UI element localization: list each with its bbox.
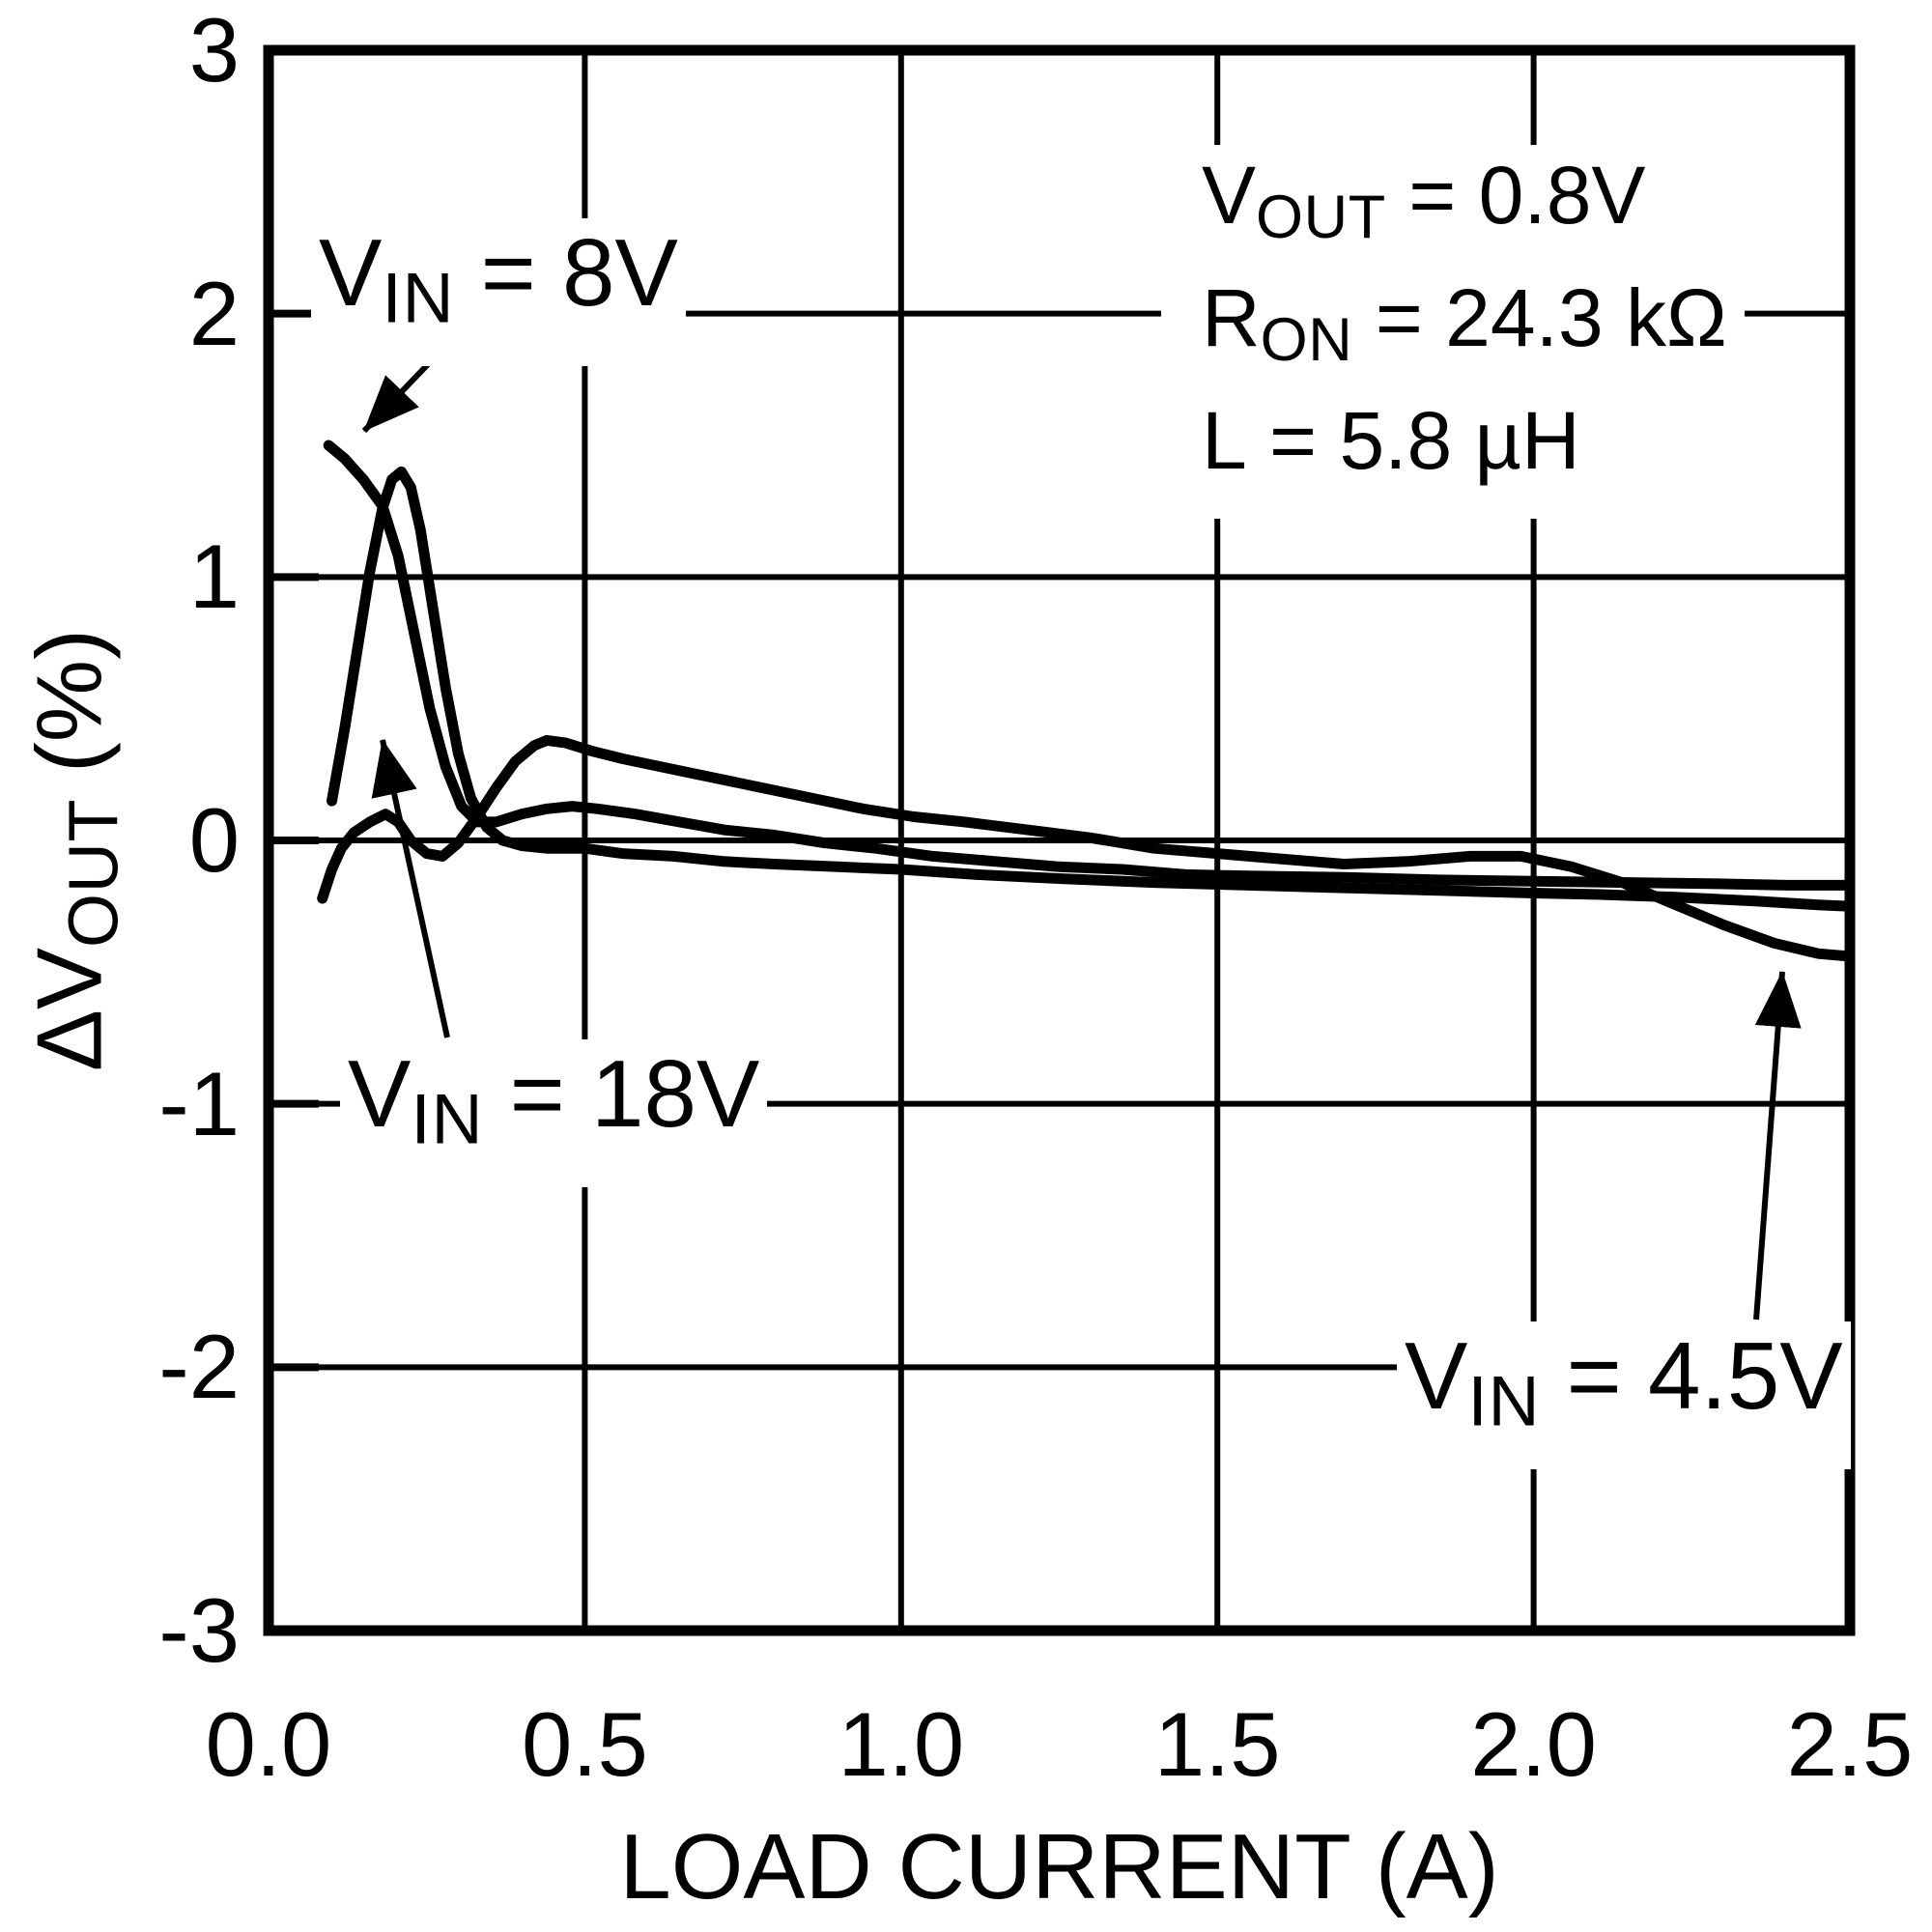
condition-inductor-base: L	[1202, 395, 1247, 487]
x-tick-label: 2.0	[1470, 1693, 1597, 1795]
y-tick-label: 3	[188, 0, 240, 100]
curve-vin-4-5v	[317, 734, 1856, 962]
conditions-block: VOUT = 0.8V RON = 24.3 kΩ L = 5.8 µH	[1161, 145, 1745, 520]
x-tick-label: 0.5	[522, 1693, 648, 1795]
y-tick-label: 2	[188, 262, 240, 364]
vin-8v-label-base: V	[319, 219, 383, 326]
curve-vin-18v	[327, 466, 1856, 912]
condition-ron-sub: ON	[1260, 306, 1353, 375]
plot-frame	[263, 44, 1856, 1636]
condition-ron: RON = 24.3 kΩ	[1202, 268, 1727, 390]
vin-4-5v-label: VIN = 4.5V	[1397, 1321, 1851, 1469]
y-tick-label: -3	[158, 1579, 240, 1681]
vin-8v-label-rest: = 8V	[454, 219, 678, 326]
condition-ron-base: R	[1202, 272, 1261, 364]
x-tick-label: 1.0	[838, 1693, 965, 1795]
vin-8v-label: VIN = 8V	[311, 218, 686, 366]
condition-vout-rest: = 0.8V	[1385, 150, 1646, 241]
vin-4-5v-label-base: V	[1405, 1322, 1468, 1429]
x-tick-label: 0.0	[205, 1693, 332, 1795]
vin-18v-arrow	[371, 739, 450, 1038]
vin-4-5v-label-sub: IN	[1467, 1360, 1541, 1441]
x-tick-label: 2.5	[1786, 1693, 1914, 1795]
vin-18v-label-base: V	[348, 1040, 412, 1147]
vin-8v-label-sub: IN	[382, 257, 455, 338]
condition-inductor: L = 5.8 µH	[1202, 390, 1727, 513]
condition-inductor-rest: = 5.8 µH	[1246, 395, 1580, 487]
y-tick-label: -2	[158, 1316, 240, 1418]
y-tick-label: -1	[158, 1052, 240, 1154]
curve-vin-8v	[323, 440, 1856, 891]
y-axis-title-rest: (%)	[17, 628, 122, 799]
y-tick-label: 1	[188, 526, 240, 628]
condition-vout-sub: OUT	[1256, 184, 1386, 252]
condition-vout: VOUT = 0.8V	[1202, 145, 1727, 268]
x-tick-label: 1.5	[1153, 1693, 1281, 1795]
x-axis-title: LOAD CURRENT (A)	[619, 1815, 1499, 1918]
vin-18v-label: VIN = 18V	[340, 1039, 768, 1187]
vin-4-5v-arrow	[1753, 971, 1802, 1321]
vin-18v-label-sub: IN	[411, 1078, 484, 1159]
vin-4-5v-label-rest: = 4.5V	[1540, 1322, 1843, 1429]
y-tick-label: 0	[188, 789, 240, 891]
condition-ron-rest: = 24.3 kΩ	[1352, 272, 1727, 364]
vin-18v-label-rest: = 18V	[483, 1040, 760, 1147]
condition-vout-base: V	[1202, 150, 1257, 241]
